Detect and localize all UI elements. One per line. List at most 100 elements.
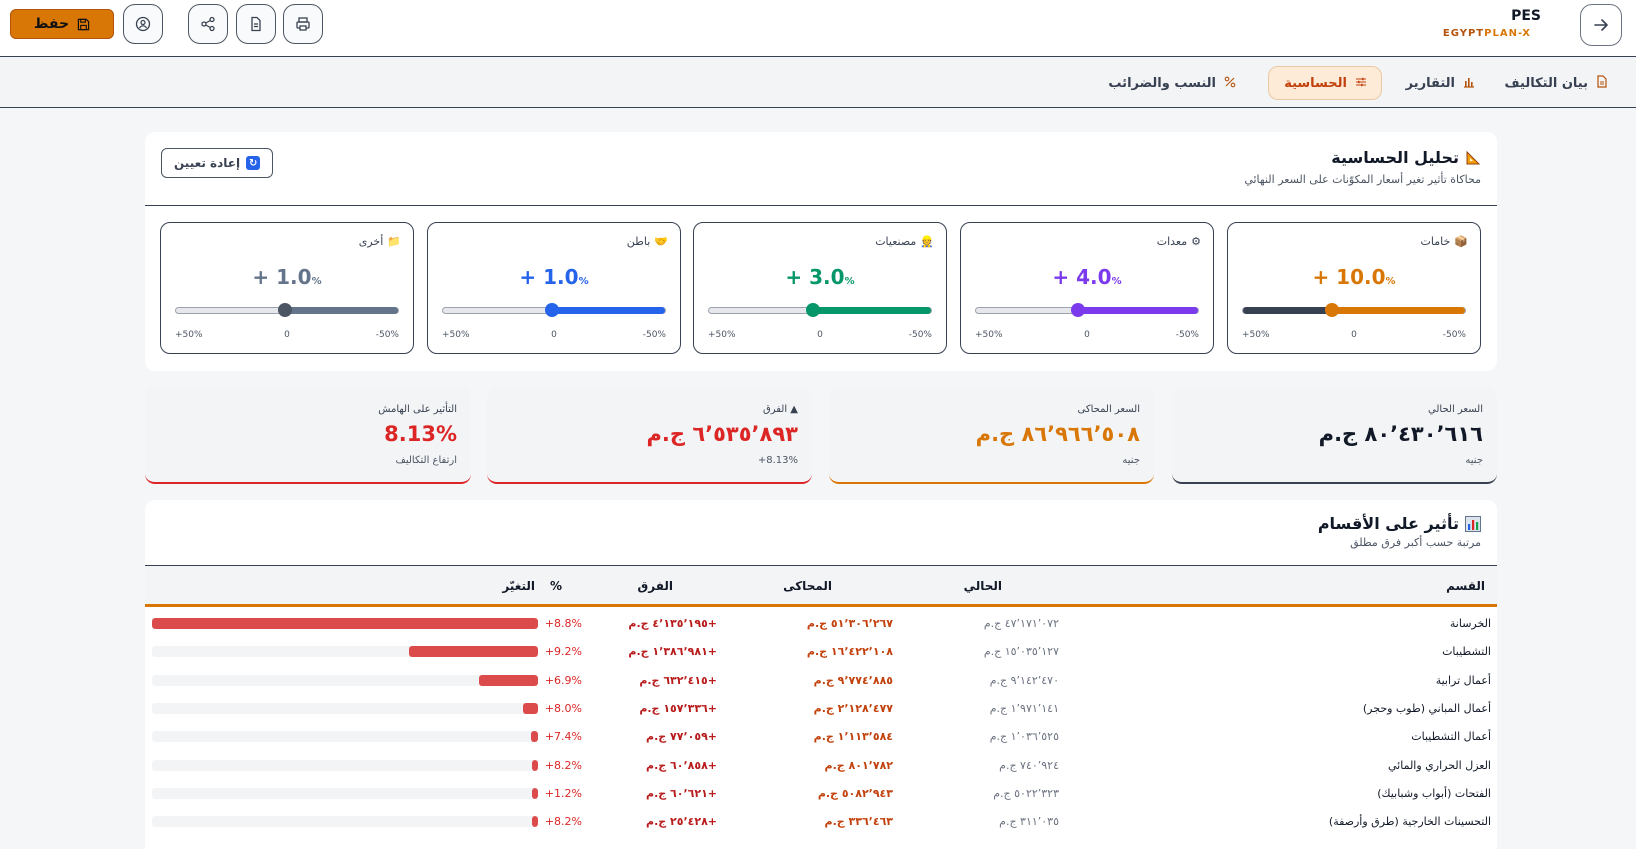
change-bar-track [152, 618, 538, 629]
section-name: أعمال ترابية [1435, 673, 1491, 687]
table-row[interactable]: الفتحات (أبواب وشبابيك) ٥٠٢٢٬٣٢٣ ج.م ٥٠٨٢٬… [145, 780, 1497, 809]
share-button[interactable] [188, 4, 228, 44]
difference-value: +٦٣٢٬٤١٥ ج.م [639, 673, 717, 687]
slider-label: 🤝 باطن [626, 235, 668, 248]
slider-value: + 1.0% [519, 265, 589, 289]
export-pdf-button[interactable] [236, 4, 276, 44]
reset-label: إعادة تعيين [174, 156, 241, 170]
table-row[interactable]: أعمال المباني (طوب وحجر) ١٬٩٧١٬١٤١ ج.م ٢٬١… [145, 695, 1497, 724]
account-button[interactable] [123, 4, 163, 44]
tick-max: +50% [175, 330, 203, 340]
tick-max: +50% [1242, 330, 1270, 340]
sections-impact-panel: تأثير على الأقسام مرتبة حسب أكبر فرق مطل… [145, 500, 1497, 849]
slider-track[interactable] [708, 303, 932, 317]
slider-track[interactable] [975, 303, 1199, 317]
slider-thumb[interactable] [544, 303, 559, 317]
simulated-value: ٩٬٧٧٤٬٨٨٥ ج.م [813, 673, 893, 687]
table-row[interactable]: الخرسانة ٤٧٬١٧١٬٠٧٢ ج.م ٥١٬٣٠٦٬٢٦٧ ج.م +٤٬١… [145, 610, 1497, 639]
margin-impact-value: 8.13% [384, 422, 457, 446]
simulated-value: ٥١٬٣٠٦٬٢٦٧ ج.م [806, 617, 893, 630]
current-value: ٩٬١٤٢٬٤٧٠ ج.م [989, 673, 1059, 687]
change-bar-fill [523, 702, 538, 714]
slider-thumb[interactable] [1324, 303, 1339, 317]
tab-label: التقارير [1405, 75, 1455, 91]
change-bar-fill [531, 759, 538, 771]
slider-thumb[interactable] [806, 303, 821, 317]
triangle-ruler-icon [1466, 150, 1481, 164]
slider-value: + 3.0% [785, 265, 855, 289]
slider-card: 👷 مصنعيات + 3.0% +50% 0 -50% [693, 222, 947, 354]
col-change: التغيّر [502, 579, 535, 593]
difference-value: +١٬٣٨٦٬٩٨١ ج.م [628, 645, 717, 659]
slider-label: 👷 مصنعيات [875, 235, 934, 248]
slider-track[interactable] [442, 303, 666, 317]
change-bar-track [152, 646, 538, 658]
save-icon [77, 18, 90, 30]
tab-reports[interactable]: التقارير [1392, 66, 1489, 100]
change-bar-fill [152, 618, 538, 629]
percent-value: +9.2% [544, 645, 582, 659]
tab-sensitivity[interactable]: الحساسية [1268, 66, 1382, 100]
change-bar-track [152, 787, 538, 799]
share-icon [201, 16, 215, 32]
tick-min: -50% [908, 330, 932, 340]
sensitivity-subtitle: محاكاة تأثير تغير أسعار المكوّنات على ال… [1244, 173, 1481, 186]
country-label: EGYPT [1442, 28, 1485, 39]
slider-track[interactable] [175, 303, 399, 317]
table-row[interactable]: أعمال ترابية ٩٬١٤٢٬٤٧٠ ج.م ٩٬٧٧٤٬٨٨٥ ج.م +٦… [145, 667, 1497, 696]
slider-thumb[interactable] [277, 303, 292, 317]
change-bar-track [152, 816, 538, 828]
difference-value: +٤٬١٣٥٬١٩٥ ج.م [628, 617, 717, 630]
simulated-value: ٨٠١٬٧٨٢ ج.م [824, 758, 893, 772]
percent-value: +8.2% [544, 815, 582, 829]
user-circle-icon [135, 16, 151, 32]
tab-ratios-taxes[interactable]: النسب والضرائب [1094, 66, 1250, 100]
change-bar-track [152, 674, 538, 686]
printer-icon [296, 17, 310, 31]
table-row[interactable]: أعمال التشطيبات ١٬٠٣٦٬٥٢٥ ج.م ١٬١١٣٬٥٨٤ ج.… [145, 723, 1497, 752]
change-bar-fill [530, 731, 538, 743]
category-icon: 👷 [920, 235, 934, 248]
save-label: حفظ [33, 16, 70, 32]
table-row[interactable]: التشطيبات ١٥٬٠٣٥٬١٢٧ ج.م ١٦٬٤٢٢٬١٠٨ ج.م +١٬… [145, 638, 1497, 667]
reset-button[interactable]: ↻ إعادة تعيين [161, 148, 274, 178]
tick-max: +50% [708, 330, 736, 340]
difference-value: +٦٠٬٦٢١ ج.م [646, 786, 717, 800]
section-name: أعمال المباني (طوب وحجر) [1362, 701, 1491, 715]
section-name: التحسينات الخارجية (طرق وأرصفة) [1328, 815, 1491, 829]
tick-min: -50% [642, 330, 666, 340]
difference-value: +٦٠٬٨٥٨ ج.م [646, 758, 717, 772]
category-icon: 🤝 [654, 235, 668, 248]
table-row[interactable]: التحسينات الخارجية (طرق وأرصفة) ٣١١٬٠٣٥ ج… [145, 808, 1497, 837]
file-text-icon [251, 16, 261, 32]
table-row[interactable]: العزل الحراري والمائي ٧٤٠٬٩٢٤ ج.م ٨٠١٬٧٨٢ … [145, 752, 1497, 781]
document-icon [1596, 75, 1608, 91]
category-icon: 📁 [387, 235, 401, 248]
tab-cost-statement[interactable]: بيان التكاليف [1491, 66, 1622, 100]
current-price-value: ٨٠٬٤٣٠٬٦١٦ ج.م [1318, 422, 1483, 446]
sections-title: تأثير على الأقسام [1318, 514, 1481, 533]
difference-value: +٢٥٬٤٢٨ ج.م [646, 815, 717, 829]
col-section: القسم [1446, 579, 1485, 593]
simulated-price-note: جنيه [1122, 455, 1140, 466]
percent-value: +8.8% [544, 617, 582, 630]
slider-card: 🤝 باطن + 1.0% +50% 0 -50% [427, 222, 681, 354]
slider-track[interactable] [1242, 303, 1466, 317]
current-value: ١٬٠٣٦٬٥٢٥ ج.م [989, 730, 1059, 744]
slider-label: 📁 أخرى [358, 235, 401, 248]
save-button[interactable]: حفظ [10, 9, 114, 39]
difference-value: +٧٧٬٠٥٩ ج.م [646, 730, 717, 744]
section-name: الخرسانة [1449, 617, 1491, 630]
print-button[interactable] [283, 4, 323, 44]
brand-subtitle: EGYPTPLAN-X [1421, 28, 1541, 39]
margin-impact-label: التأثير على الهامش [378, 404, 457, 415]
slider-card: 📦 خامات + 10.0% +50% 0 -50% [1227, 222, 1481, 354]
slider-fill [284, 307, 398, 314]
slider-thumb[interactable] [1071, 303, 1086, 317]
category-icon: ⚙ [1191, 235, 1201, 248]
change-bar-track [152, 759, 538, 771]
section-name: أعمال التشطيبات [1411, 730, 1491, 744]
slider-value: + 10.0% [1312, 265, 1396, 289]
slider-card: ⚙ معدات + 4.0% +50% 0 -50% [960, 222, 1214, 354]
back-button[interactable] [1580, 4, 1622, 46]
